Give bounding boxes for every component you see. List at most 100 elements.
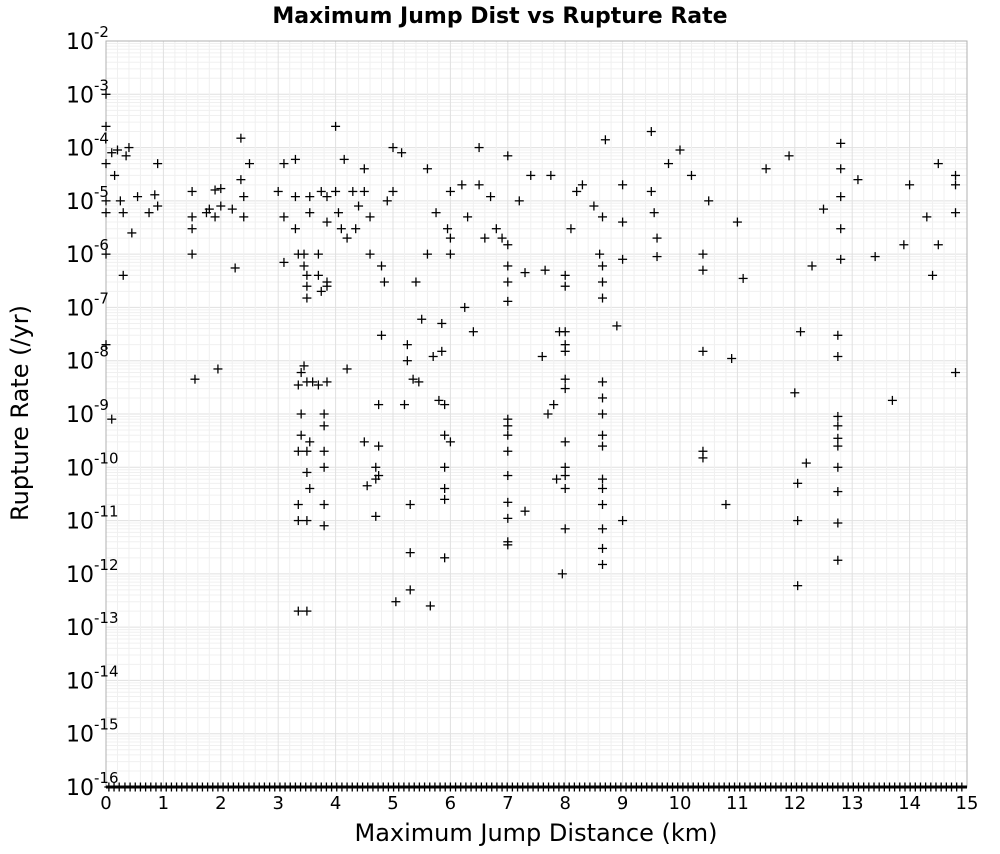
data-point <box>933 240 943 250</box>
data-point <box>445 437 455 447</box>
data-point <box>577 180 587 190</box>
data-point <box>322 281 332 291</box>
x-axis-ticks: 0 1 2 3 4 5 6 7 8 9 10 11 12 13 14 15 <box>100 793 978 814</box>
data-point <box>833 487 843 497</box>
x-tick-label: 13 <box>841 793 864 814</box>
data-point <box>110 170 120 180</box>
y-tick-exponent: -15 <box>94 716 119 734</box>
data-point <box>600 135 610 145</box>
x-tick-label: 10 <box>669 793 692 814</box>
x-tick-label: 7 <box>502 793 513 814</box>
data-point <box>319 500 329 510</box>
data-point <box>560 462 570 472</box>
data-point <box>124 143 134 153</box>
data-point <box>514 196 524 206</box>
data-point <box>491 224 501 234</box>
data-point <box>497 233 507 243</box>
data-point <box>560 270 570 280</box>
data-point <box>440 462 450 472</box>
data-point <box>322 192 332 202</box>
x-tick-label: 14 <box>898 793 921 814</box>
data-point <box>101 89 111 99</box>
data-point <box>313 270 323 280</box>
floor-data-point <box>957 782 967 792</box>
data-point <box>322 217 332 227</box>
data-point <box>399 400 409 410</box>
data-point <box>290 154 300 164</box>
data-point <box>836 192 846 202</box>
x-tick-label: 1 <box>158 793 169 814</box>
y-tick-label: 10-10 <box>66 449 119 481</box>
data-point <box>457 180 467 190</box>
y-tick-exponent: -16 <box>94 769 119 787</box>
data-point <box>652 233 662 243</box>
data-point <box>560 374 570 384</box>
data-point <box>503 421 513 431</box>
data-point <box>374 441 384 451</box>
data-point <box>649 208 659 218</box>
data-point <box>560 340 570 350</box>
data-point <box>801 458 811 468</box>
data-point <box>833 421 843 431</box>
data-point <box>933 159 943 169</box>
data-point <box>618 180 628 190</box>
y-axis-ticks: 10-2 10-3 10-4 10-5 10-6 10-7 10-8 10-9 10-10 10-… <box>66 23 119 801</box>
data-point <box>598 377 608 387</box>
data-point <box>101 159 111 169</box>
data-point <box>153 201 163 211</box>
data-point <box>230 263 240 273</box>
x-axis-label: Maximum Jump Distance (km) <box>355 819 718 847</box>
data-point <box>503 261 513 271</box>
data-point <box>302 293 312 303</box>
data-point <box>213 364 223 374</box>
data-point <box>405 585 415 595</box>
data-point <box>698 453 708 463</box>
data-point <box>362 481 372 491</box>
data-point <box>279 212 289 222</box>
data-point <box>589 201 599 211</box>
data-point <box>833 330 843 340</box>
data-point <box>374 400 384 410</box>
y-tick-label: 10-14 <box>66 662 119 694</box>
data-point <box>761 164 771 174</box>
data-point <box>371 462 381 472</box>
data-point <box>302 281 312 291</box>
data-point <box>118 208 128 218</box>
floor-marks <box>104 782 967 792</box>
x-tick-label: 6 <box>445 793 456 814</box>
data-point <box>836 138 846 148</box>
data-point <box>431 208 441 218</box>
data-point <box>187 186 197 196</box>
x-tick-label: 12 <box>783 793 806 814</box>
data-point <box>503 540 513 550</box>
data-point <box>598 474 608 484</box>
data-point <box>503 240 513 250</box>
data-point <box>127 228 137 238</box>
data-point <box>557 569 567 579</box>
y-tick-exponent: -7 <box>94 289 109 307</box>
data-point <box>560 483 570 493</box>
data-point <box>833 555 843 565</box>
data-point <box>313 380 323 390</box>
data-point <box>405 500 415 510</box>
data-point <box>377 261 387 271</box>
y-tick-label: 10-5 <box>66 183 109 215</box>
y-tick-label: 10-9 <box>66 396 109 428</box>
data-point <box>951 170 961 180</box>
data-point <box>101 208 111 218</box>
data-point <box>560 281 570 291</box>
data-point <box>503 497 513 507</box>
data-point <box>273 186 283 196</box>
data-point <box>905 180 915 190</box>
data-point <box>101 340 111 350</box>
data-point <box>738 273 748 283</box>
data-point <box>422 249 432 259</box>
data-point <box>216 201 226 211</box>
data-point <box>115 196 125 206</box>
data-point <box>112 145 122 155</box>
data-point <box>391 597 401 607</box>
data-point <box>290 192 300 202</box>
data-point <box>302 516 312 526</box>
data-point <box>121 151 131 161</box>
data-point <box>440 400 450 410</box>
